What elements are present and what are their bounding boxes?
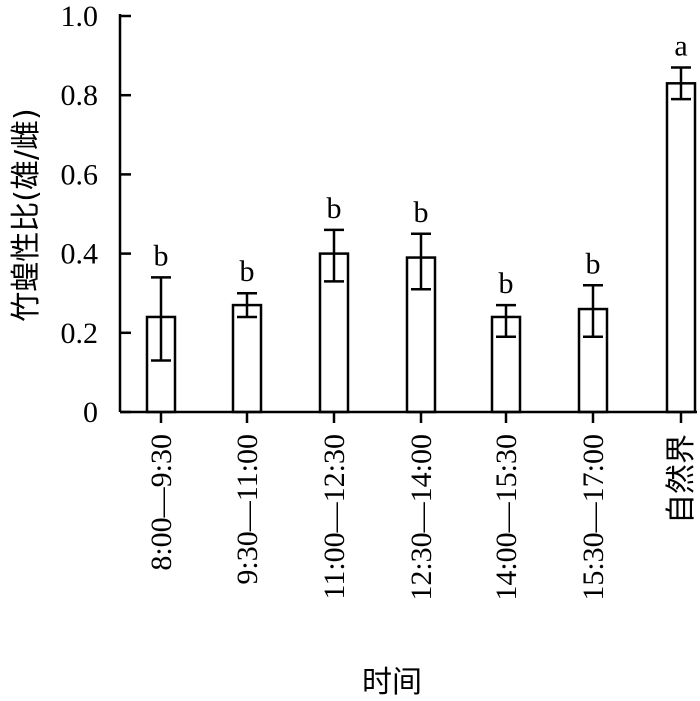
significance-label: b [414,196,429,229]
x-tick-label: 自然界 [665,434,698,524]
significance-label: b [327,192,342,225]
bar [231,303,263,414]
significance-label: b [154,239,169,272]
x-axis: 8:00—9:30 9:30—11:00 11:00—12:30 12:30—14:0… [120,410,698,601]
bar [665,82,697,414]
x-tick-label: 8:00—9:30 [145,434,178,571]
x-tick-label: 11:00—12:30 [318,434,351,600]
y-tick-label: 0.6 [61,158,99,191]
y-tick-label: 0.8 [61,79,99,112]
x-tick-label: 9:30—11:00 [231,434,264,585]
y-tick-label: 0 [83,396,98,429]
bars: b b b b b b a [145,29,697,414]
x-tick-label: 12:30—14:00 [405,434,438,601]
significance-label: b [240,255,255,288]
y-tick-label: 0.4 [61,238,99,271]
x-tick-label: 15:30—17:00 [577,434,610,601]
x-tick-label: 14:00—15:30 [490,434,523,601]
significance-label: a [674,29,687,62]
significance-label: b [586,247,601,280]
y-tick-label: 1.0 [61,0,99,33]
x-axis-title: 时间 [362,665,422,700]
significance-label: b [499,267,514,300]
y-axis: 0 0.2 0.4 0.6 0.8 1.0 [61,0,131,429]
y-axis-title: 竹蝗性比(雄/雌) [9,108,44,322]
y-tick-label: 0.2 [61,317,99,350]
